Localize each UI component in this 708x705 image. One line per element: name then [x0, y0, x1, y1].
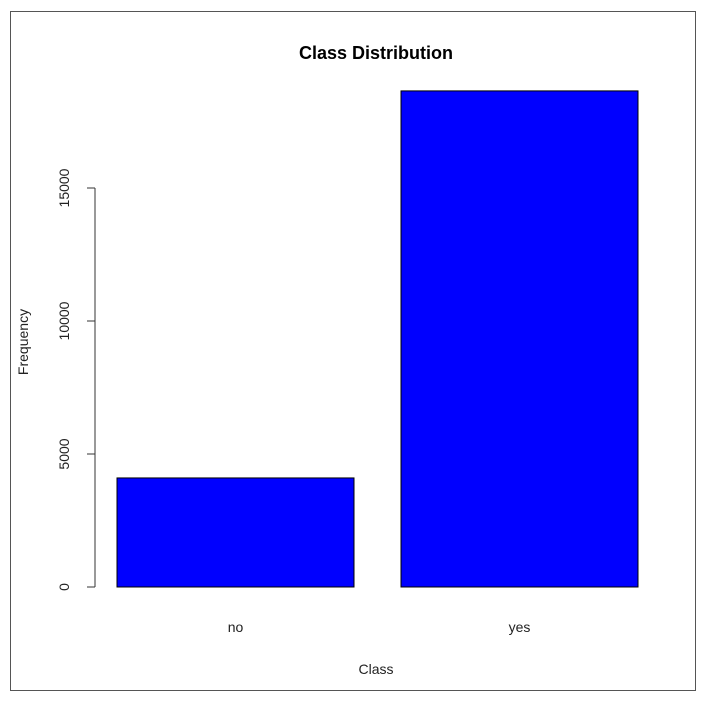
y-tick-label: 0 [56, 583, 72, 591]
x-axis-tick-labels: no yes [228, 619, 531, 635]
bar-no [116, 477, 355, 588]
x-axis-label: Class [358, 661, 393, 677]
bars [116, 90, 639, 588]
y-axis-label: Frequency [15, 309, 31, 375]
y-axis: 0 5000 10000 15000 [56, 168, 96, 591]
chart-title: Class Distribution [299, 43, 453, 63]
x-tick-label-no: no [228, 619, 244, 635]
y-tick-label: 10000 [56, 301, 72, 340]
x-tick-label-yes: yes [509, 619, 531, 635]
bar-yes [400, 90, 639, 588]
y-tick-label: 5000 [56, 438, 72, 469]
y-tick-label: 15000 [56, 168, 72, 207]
